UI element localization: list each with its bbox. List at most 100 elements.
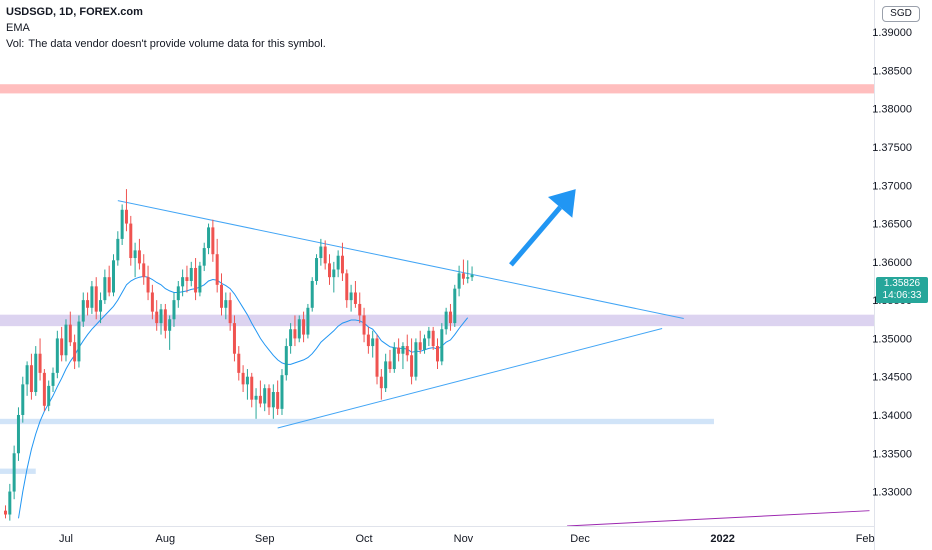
candle-body [345,273,349,301]
candle-body [133,250,137,259]
candle-body [34,353,38,393]
currency-button[interactable]: SGD [882,6,920,22]
candle [112,254,115,297]
candle [99,292,103,324]
candle [163,303,167,339]
candle-body [198,265,202,293]
mid-zone [0,314,874,327]
candle [410,338,414,385]
candle [150,284,154,320]
time-axis: Jul Aug Sep Oct Nov Dec 2022 Feb [59,533,875,545]
candle-body [461,273,465,279]
candle-body [245,376,249,385]
candle-body [202,248,206,266]
candle [461,259,465,285]
arrow-layer [509,189,576,267]
candle-body [21,384,25,415]
candle [362,307,366,343]
candle [276,380,280,415]
candle [155,300,159,331]
volume-indicator[interactable]: Vol: The data vendor doesn't provide volu… [6,38,326,50]
ema-layer [18,275,469,519]
candle-body [267,388,271,408]
candle [60,326,64,362]
candle [68,311,72,347]
candle-body [155,311,159,324]
candle-body [55,338,59,373]
candle-body [340,255,344,274]
candle [423,334,427,354]
candle [4,505,7,519]
candle-body [103,277,107,301]
candle [25,361,29,396]
candle [29,353,33,400]
zones-layer [0,84,874,474]
price-tick-label: 1.37500 [872,142,912,154]
candle [181,269,185,297]
candle [345,269,349,308]
candle-body [211,227,215,255]
candle-body [315,258,319,281]
price-tick-label: 1.33000 [872,487,912,499]
candle-body [250,376,254,400]
candle [349,284,353,312]
candle [47,380,51,412]
candle [81,292,85,327]
candle [129,215,133,266]
candle-body [150,292,154,312]
trendlines-layer [117,200,870,527]
candle [12,445,16,500]
candle [159,303,163,335]
candle-body [427,330,431,339]
candle-body [232,323,236,354]
candle-body [237,353,241,373]
candle-body [297,319,301,339]
candle [328,254,331,285]
candle [358,292,362,324]
candle-body [159,309,163,324]
time-tick-label: Feb [856,533,875,545]
ema-indicator-label[interactable]: EMA [6,22,30,34]
candle [16,407,20,461]
candle [448,303,452,331]
candle [470,266,474,281]
candle [215,238,219,293]
candle-body [319,246,323,259]
last-price: 1.35826 [883,278,921,289]
price-tick-label: 1.37000 [872,180,912,192]
candle [211,219,215,262]
candle [392,342,396,373]
candle [466,260,470,284]
candle-body [397,347,401,354]
candle [405,334,409,362]
candle [310,277,314,312]
candle [431,326,435,350]
price-tick-label: 1.33500 [872,448,912,460]
candle-body [99,300,103,312]
candle-body [302,319,306,335]
candle-body [51,372,55,386]
arrow-shaft [509,205,563,267]
candle-body [94,286,98,312]
candle [241,365,245,393]
candle-body [176,286,180,301]
candle [245,369,249,400]
candle-body [392,347,396,370]
candle [42,369,46,412]
candle [137,238,141,270]
price-tick-label: 1.36500 [872,219,912,231]
candle [319,238,323,266]
candle-body [388,361,392,370]
time-tick-label: Nov [454,533,474,545]
candle-body [86,300,90,308]
candle [302,311,306,343]
candle-body [181,277,185,287]
candle-body [241,372,245,385]
bar-countdown: 14:06:33 [882,290,922,301]
symbol-title[interactable]: USDSGD, 1D, FOREX.com [6,6,143,18]
candle-body [258,395,262,404]
candle-body [405,346,409,356]
price-tick-label: 1.35000 [872,333,912,345]
candle-body [418,342,422,350]
